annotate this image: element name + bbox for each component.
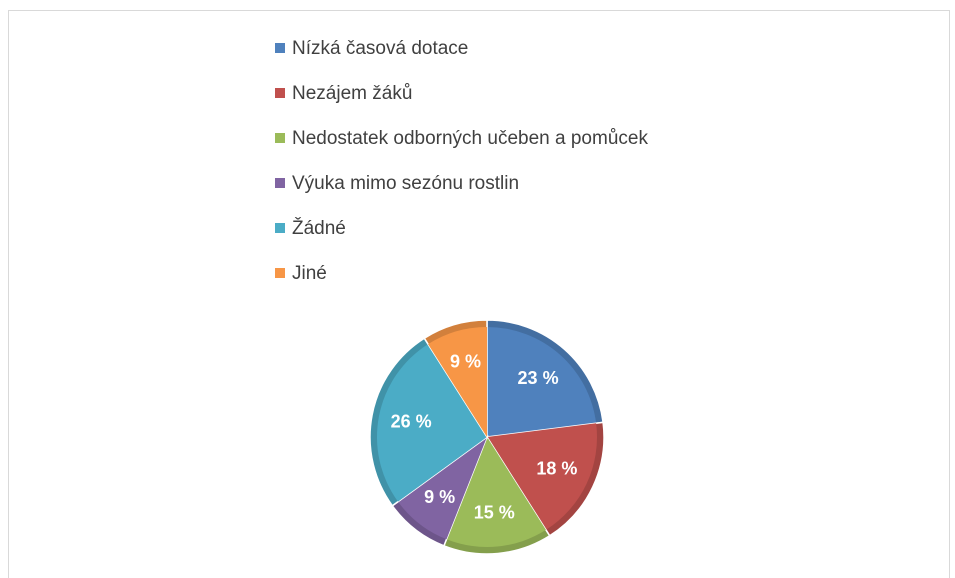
legend-swatch <box>275 178 285 188</box>
data-label: 23 % <box>518 368 559 388</box>
data-label: 9 % <box>424 487 455 507</box>
pie-slice-inner <box>487 423 597 530</box>
legend-label: Jiné <box>292 263 327 284</box>
legend-label: Nízká časová dotace <box>292 38 468 59</box>
legend-swatch <box>275 88 285 98</box>
data-label: 15 % <box>474 503 515 523</box>
data-label: 9 % <box>450 352 481 372</box>
data-label: 18 % <box>536 459 577 479</box>
legend-swatch <box>275 223 285 233</box>
pie-slice-inner <box>487 327 597 437</box>
pie-slice-inner <box>446 437 546 547</box>
legend-swatch <box>275 133 285 143</box>
pie-slice-inner <box>398 437 487 540</box>
pie-slice-inner <box>377 344 487 502</box>
legend-label: Výuka mimo sezónu rostlin <box>292 173 519 194</box>
data-label: 26 % <box>391 411 432 431</box>
legend-swatch <box>275 43 285 53</box>
legend-label: Nezájem žáků <box>292 83 412 104</box>
chart-border <box>8 10 950 578</box>
legend-label: Žádné <box>292 217 346 239</box>
pie-slice-inner <box>428 327 487 437</box>
legend-swatch <box>275 268 285 278</box>
legend-label: Nedostatek odborných učeben a pomůcek <box>292 128 648 149</box>
